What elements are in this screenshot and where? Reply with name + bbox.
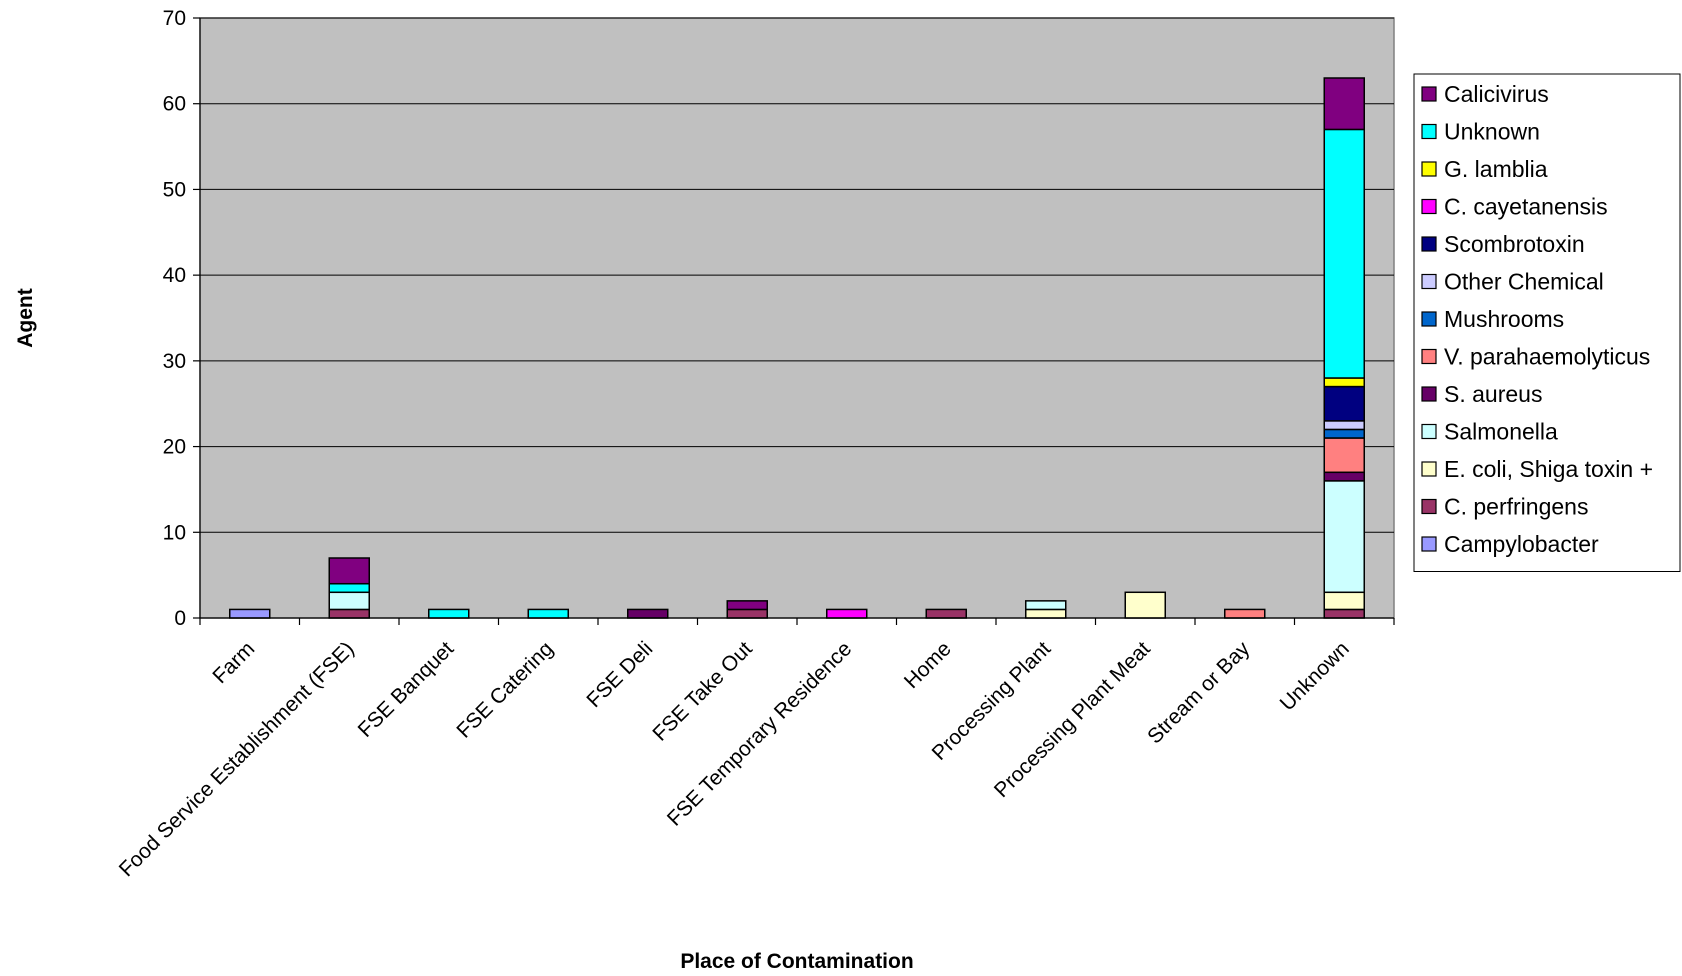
y-tick-label: 10: [163, 521, 186, 544]
y-tick-label: 70: [163, 7, 186, 30]
bar-segment: [229, 608, 271, 619]
y-tick-label: 50: [163, 178, 186, 201]
bar-segment: [428, 608, 470, 619]
bar-segment: [1224, 608, 1266, 619]
legend-swatch: [1421, 386, 1437, 402]
legend-swatch: [1421, 536, 1437, 552]
legend-swatch: [1421, 86, 1437, 102]
x-tick-label: FSE Take Out: [648, 637, 757, 746]
legend-swatch: [1421, 461, 1437, 477]
bar-segment: [1323, 608, 1365, 619]
x-axis-title: Place of Contamination: [680, 950, 913, 973]
bar-segment: [328, 591, 370, 611]
bar-segment: [1323, 77, 1365, 131]
x-tick-label: Unknown: [1276, 637, 1354, 715]
bar-segment: [1323, 377, 1365, 388]
legend-label: E. coli, Shiga toxin +: [1444, 456, 1653, 482]
y-tick-label: 60: [163, 93, 186, 116]
bar-segment: [1323, 420, 1365, 431]
legend-swatch: [1421, 198, 1437, 215]
x-tick-label: Farm: [208, 637, 259, 688]
bar-segment: [328, 608, 370, 619]
bar-segment: [1323, 471, 1365, 482]
legend-label: Salmonella: [1444, 419, 1558, 445]
legend-label: Other Chemical: [1444, 269, 1604, 295]
x-tick-label: Home: [900, 637, 956, 693]
bar-segment: [328, 557, 370, 585]
bars: [229, 77, 1365, 619]
legend-swatch: [1421, 273, 1437, 290]
x-tick-label: FSE Deli: [582, 637, 657, 712]
bar-segment: [826, 608, 868, 619]
legend-swatch: [1421, 311, 1437, 327]
legend-box: [1413, 73, 1681, 572]
bar-segment: [328, 582, 370, 594]
x-tick-label: FSE Temporary Residence: [663, 637, 856, 830]
legend-swatch: [1421, 161, 1437, 177]
bar-segment: [1323, 428, 1365, 439]
bar-segment: [1323, 385, 1365, 422]
legend-label: S. aureus: [1444, 381, 1542, 407]
bar-segment: [1025, 600, 1067, 611]
plot-area: [199, 17, 1395, 619]
y-tick-label: 40: [163, 264, 186, 287]
legend-label: C. cayetanensis: [1444, 194, 1608, 220]
bar-segment: [1323, 480, 1365, 594]
bar-segment: [726, 608, 768, 619]
y-axis-title: Agent: [14, 288, 37, 348]
bar-segment: [527, 608, 569, 619]
legend-label: Unknown: [1444, 119, 1540, 145]
legend-label: Scombrotoxin: [1444, 231, 1585, 257]
legend-label: Campylobacter: [1444, 531, 1599, 557]
legend-swatch: [1421, 498, 1437, 515]
bar-segment: [1323, 591, 1365, 611]
legend-swatch: [1421, 236, 1437, 252]
y-tick-label: 0: [174, 607, 186, 630]
x-tick-label: FSE Banquet: [354, 637, 459, 742]
legend-swatch: [1421, 423, 1437, 440]
legend-label: G. lamblia: [1444, 156, 1548, 182]
legend-swatch: [1421, 123, 1437, 140]
legend-label: Mushrooms: [1444, 306, 1564, 332]
bar-segment: [1323, 128, 1365, 379]
bar-segment: [1025, 608, 1067, 619]
legend-label: V. parahaemolyticus: [1444, 344, 1650, 370]
bar-segment: [627, 608, 669, 619]
bar-segment: [1124, 591, 1166, 619]
x-tick-label: FSE Catering: [452, 637, 557, 742]
gridlines: [200, 17, 1394, 533]
legend-label: Calicivirus: [1444, 81, 1549, 107]
y-tick-label: 30: [163, 350, 186, 373]
legend: Calicivirus Unknown G. lamblia C. cayetanen…: [1413, 73, 1681, 572]
bar-segment: [726, 600, 768, 611]
legend-swatch: [1421, 348, 1437, 365]
x-tick-label: Stream or Bay: [1143, 637, 1255, 749]
bar-segment: [925, 608, 967, 619]
y-tick-label: 20: [163, 436, 186, 459]
legend-label: C. perfringens: [1444, 494, 1588, 520]
bar-segment: [1323, 437, 1365, 474]
